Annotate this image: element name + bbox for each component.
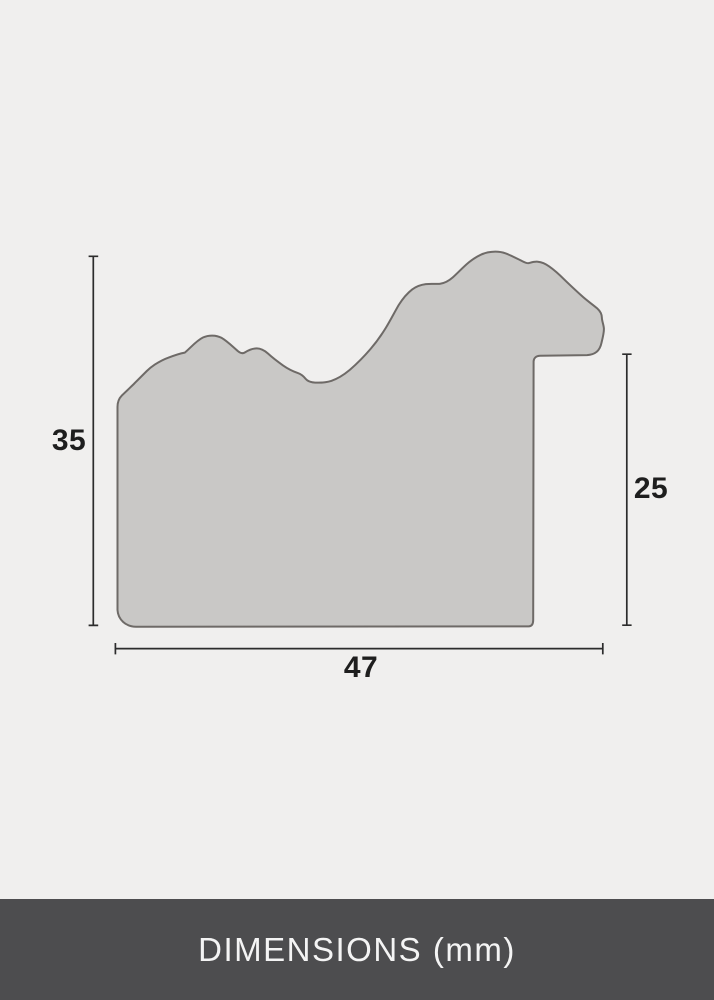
footer-bar: DIMENSIONS (mm) bbox=[0, 899, 714, 1000]
dimension-label-right-height: 25 bbox=[633, 472, 669, 505]
dimension-label-bottom-width: 47 bbox=[343, 651, 379, 684]
footer-title: DIMENSIONS (mm) bbox=[198, 930, 516, 968]
dimension-line-right-height bbox=[622, 353, 632, 627]
dimension-line-bottom-width bbox=[114, 643, 604, 655]
moulding-cross-section-shape bbox=[116, 250, 605, 628]
dimension-lines bbox=[88, 255, 632, 655]
dimension-line-left-height bbox=[88, 255, 99, 627]
dimension-label-left-height: 35 bbox=[51, 424, 87, 457]
